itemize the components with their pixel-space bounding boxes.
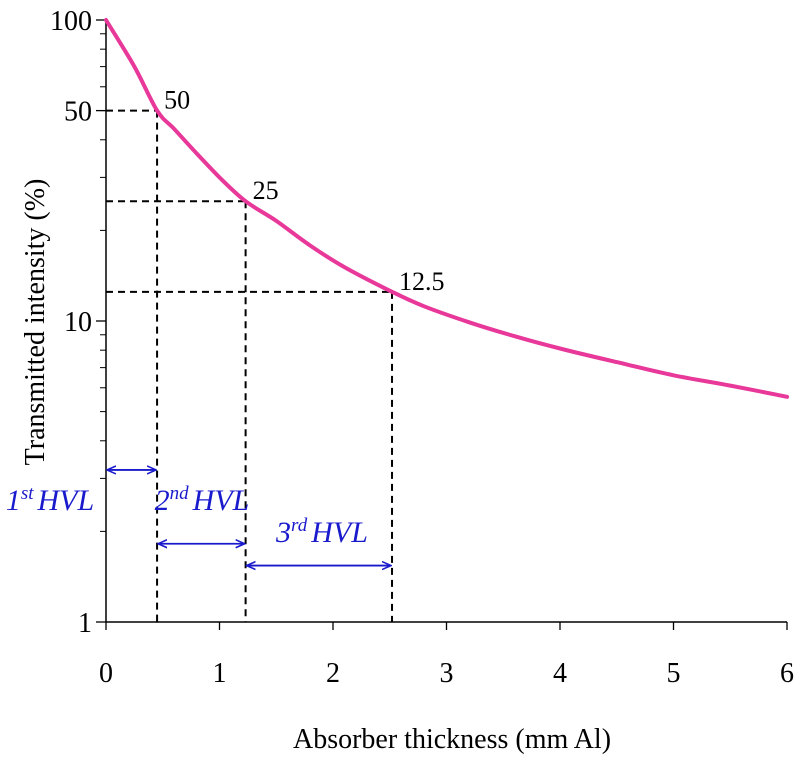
y-tick-label: 1 — [78, 608, 92, 639]
hvl-text: HVL — [310, 516, 368, 549]
point-label-0: 50 — [164, 86, 190, 115]
hvl-ordinal-suffix: rd — [291, 515, 308, 536]
x-tick-label: 3 — [440, 658, 454, 689]
point-labels: 50 25 12.5 — [164, 86, 444, 296]
hvl-label-1: 1st HVL — [6, 483, 94, 517]
hvl-label-2: 2nd HVL — [155, 483, 250, 517]
x-tick-label: 5 — [667, 658, 681, 689]
y-tick-label: 10 — [64, 307, 92, 338]
hvl-number: 1 — [6, 484, 21, 517]
point-label-2: 12.5 — [399, 267, 445, 296]
point-label-1: 25 — [253, 176, 279, 205]
y-axis-label: Transmitted intensity (%) — [20, 179, 51, 466]
guide-lines — [106, 109, 394, 622]
hvl-text: HVL — [37, 484, 95, 517]
x-tick-label: 1 — [213, 658, 227, 689]
hvl-ordinal-suffix: nd — [170, 483, 190, 504]
y-tick-label: 50 — [64, 97, 92, 128]
y-tick-label: 100 — [50, 6, 92, 37]
hvl-number: 3 — [275, 516, 291, 549]
curve-layer — [104, 18, 789, 399]
x-tick-label: 6 — [780, 658, 794, 689]
hvl-number: 2 — [155, 484, 170, 517]
hvl-text: HVL — [192, 484, 250, 517]
hvl-label-3: 3rd HVL — [275, 515, 368, 549]
x-tick-label: 2 — [326, 658, 340, 689]
x-axis-label: Absorber thickness (mm Al) — [293, 724, 611, 755]
transmission-curve-0 — [104, 18, 789, 399]
hvl-ordinal-suffix: st — [21, 483, 34, 504]
x-tick-label: 0 — [99, 658, 113, 689]
x-tick-label: 4 — [553, 658, 567, 689]
